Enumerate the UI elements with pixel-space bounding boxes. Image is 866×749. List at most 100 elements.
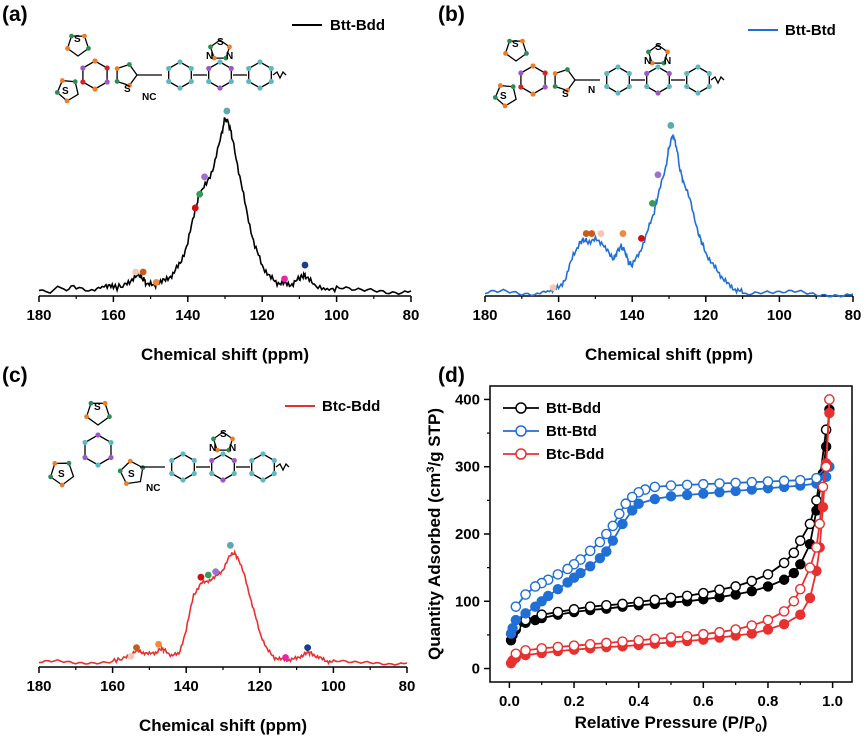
adsorption-point xyxy=(607,535,619,546)
x-tick-label: 0.2 xyxy=(564,693,585,710)
desorption-point xyxy=(665,632,677,643)
sulfur-label: S xyxy=(217,37,224,48)
adsorption-point xyxy=(594,553,606,564)
x-tick-label: 100 xyxy=(321,678,346,695)
adsorption-point xyxy=(510,614,522,626)
x-tick-label: 0.4 xyxy=(628,693,650,710)
atom-dot xyxy=(227,44,232,50)
atom-dot xyxy=(552,84,558,89)
thiophene-ring xyxy=(116,63,138,87)
atom-dot xyxy=(123,481,129,487)
peak-marker-dot xyxy=(638,234,645,242)
legend-label: Btt-Btd xyxy=(546,423,597,440)
atom-dot xyxy=(231,457,237,464)
atom-dot xyxy=(108,454,114,461)
atom-dot xyxy=(177,85,183,91)
x-tick-label: 80 xyxy=(403,307,420,324)
atom-dot xyxy=(507,38,512,44)
desorption-point xyxy=(568,640,580,651)
adsorption-point xyxy=(824,407,835,419)
desorption-point xyxy=(746,620,758,631)
adsorption-point xyxy=(762,624,774,635)
atom-dot xyxy=(206,65,212,72)
atom-dot xyxy=(82,439,88,446)
atom-dot xyxy=(126,62,132,67)
atom-dot xyxy=(684,83,690,90)
atom-dot xyxy=(217,59,223,65)
desorption-point xyxy=(681,590,693,602)
adsorption-point xyxy=(817,501,829,513)
x-tick-label: 160 xyxy=(101,307,126,324)
panel-letter-b: (b) xyxy=(438,3,465,26)
desorption-point xyxy=(811,542,822,553)
adsorption-point xyxy=(795,609,806,620)
peak-marker-dot xyxy=(667,122,675,129)
atom-dot xyxy=(220,477,226,483)
atom-dot xyxy=(564,88,570,93)
legend-label-c: Btc-Bdd xyxy=(322,398,380,415)
desorption-point xyxy=(665,480,677,491)
desorption-point xyxy=(788,547,800,559)
atom-dot xyxy=(530,63,536,69)
atom-dot xyxy=(552,71,558,76)
y-axis-title-superscript: 3 xyxy=(425,467,437,473)
atom-dot xyxy=(257,59,263,65)
desorption-point xyxy=(552,569,564,580)
spectrum-line xyxy=(38,549,408,666)
phenyl-ring xyxy=(171,453,195,481)
atom-dot xyxy=(268,65,274,72)
atom-dot xyxy=(54,90,60,95)
x-tick-label: 100 xyxy=(767,307,792,324)
benzothiadiazole-ring xyxy=(211,453,235,481)
desorption-point xyxy=(649,594,661,606)
atom-dot xyxy=(695,64,701,70)
desorption-point xyxy=(714,626,725,638)
legend-label-b: Btt-Btd xyxy=(785,22,836,39)
x-tick-label: 120 xyxy=(247,678,272,695)
atom-dot xyxy=(518,84,524,90)
adsorption-point xyxy=(617,518,628,530)
desorption-point xyxy=(814,518,825,530)
adsorption-point xyxy=(552,583,564,595)
x-axis-title-main: Relative Pressure (P/P xyxy=(575,713,755,732)
legend-marker xyxy=(515,402,527,414)
x-tick-label: 160 xyxy=(100,678,125,695)
phenyl-ring xyxy=(168,61,192,89)
phenyl-ring xyxy=(606,66,630,94)
peak-marker-dot xyxy=(127,653,135,660)
desorption-point xyxy=(804,518,816,530)
desorption-point xyxy=(584,601,596,612)
x-axis-title: Relative Pressure (P/P0) xyxy=(575,713,768,735)
peak-marker-dot xyxy=(223,107,231,115)
atom-dot xyxy=(69,33,74,39)
sulfur-label: S xyxy=(94,402,101,413)
peak-marker-dot xyxy=(549,284,557,292)
desorption-point xyxy=(794,583,806,595)
atom-dot xyxy=(188,65,194,72)
adsorption-point xyxy=(520,608,531,619)
atom-dot xyxy=(177,59,183,65)
atom-dot xyxy=(52,460,58,466)
y-tick-label: 400 xyxy=(455,391,480,408)
peak-marker-dot xyxy=(196,190,204,198)
benzothiadiazole-ring xyxy=(208,61,232,89)
atom-dot xyxy=(82,454,88,461)
atom-dot xyxy=(271,470,277,477)
atom-dot xyxy=(169,470,175,477)
atom-dot xyxy=(217,85,223,91)
desorption-point xyxy=(633,596,644,608)
atom-dot xyxy=(260,451,266,457)
peak-marker-dot xyxy=(226,541,234,549)
atom-dot xyxy=(180,451,186,457)
desorption-point xyxy=(620,498,632,510)
x-tick-label: 180 xyxy=(26,307,51,324)
atom-dot xyxy=(665,49,670,55)
panel-letter-a: (a) xyxy=(2,3,28,26)
sulfur-label: S xyxy=(562,89,569,100)
x-tick-label: 140 xyxy=(175,307,200,324)
atom-dot xyxy=(502,103,508,109)
atom-dot xyxy=(510,84,516,90)
benzothiadiazole-ring xyxy=(646,66,670,94)
atom-dot xyxy=(66,460,72,466)
x-tick-label: 0.0 xyxy=(499,693,520,710)
